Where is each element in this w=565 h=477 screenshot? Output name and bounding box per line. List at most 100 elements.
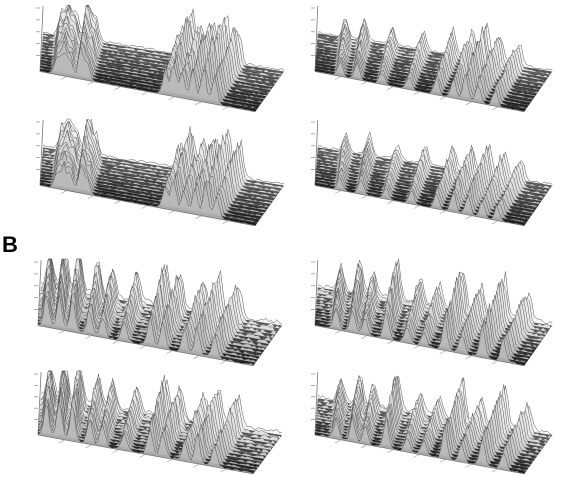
- axis-tick: [139, 345, 146, 349]
- axis-tick: [335, 76, 342, 80]
- axis-tick: [58, 439, 66, 444]
- surface-ridge-fill: [38, 273, 263, 354]
- surface-ridge-fill: [316, 158, 536, 211]
- surface-ridge-fill: [317, 139, 549, 192]
- axis-tick: [166, 458, 173, 463]
- surface-ridge-fill: [39, 371, 272, 450]
- surface-ridge-line: [37, 294, 254, 366]
- axis-tick: [492, 220, 499, 224]
- surface-ridge-fill: [38, 399, 254, 474]
- surface-ridge-fill: [38, 275, 261, 357]
- axis-tick: [139, 454, 146, 458]
- axis-tick: [361, 335, 368, 339]
- axis-tick: [413, 454, 420, 458]
- axis-tick: [195, 101, 202, 105]
- surface-ridge-line: [314, 60, 525, 112]
- axis-tick: [60, 190, 68, 194]
- axis-tick: [492, 360, 499, 364]
- axis-tick: [387, 200, 394, 204]
- axis-tick: [114, 86, 121, 90]
- axis-tick: [439, 458, 446, 463]
- axis-tick: [335, 439, 342, 444]
- surface-ridge-fill: [315, 416, 525, 474]
- vertical-axis-line: [39, 5, 44, 72]
- axis-tick: [361, 81, 368, 85]
- surface-ridge-fill: [38, 386, 263, 462]
- axis-tick: [141, 205, 148, 209]
- axis-tick: [87, 195, 94, 199]
- vertical-axis-line: [314, 119, 319, 186]
- axis-tick: [492, 106, 499, 110]
- surface-ridge-line: [37, 399, 254, 473]
- surface-ridge-line: [40, 151, 260, 220]
- surface-ridge-fill: [315, 161, 533, 214]
- surface-plot-b-top-left: [28, 256, 290, 368]
- axis-tick: [114, 200, 121, 204]
- surface-ridge-fill: [38, 294, 254, 366]
- axis-tick: [168, 210, 175, 214]
- axis-tick: [85, 335, 92, 339]
- surface-ridge-fill: [317, 132, 553, 186]
- time-axis-line: [314, 434, 525, 475]
- surface-ridge-line: [315, 167, 531, 217]
- axis-tick: [439, 96, 446, 100]
- surface-ridge-fill: [316, 144, 544, 198]
- surface-ridge-line: [314, 416, 525, 475]
- axis-tick: [166, 350, 173, 354]
- axis-tick: [335, 330, 342, 334]
- axis-tick: [439, 350, 446, 354]
- surface-ridge-fill: [40, 161, 256, 226]
- surface-ridge-line: [316, 157, 536, 211]
- surface-ridge-fill: [39, 381, 265, 459]
- axis-tick: [141, 91, 148, 95]
- axis-tick: [193, 463, 200, 468]
- axis-tick: [222, 220, 229, 224]
- surface-ridge-fill: [317, 136, 551, 189]
- vertical-axis-line: [314, 371, 319, 435]
- surface-plot-a-bottom-right: [305, 116, 560, 228]
- plot-canvas: [311, 5, 553, 113]
- axis-tick: [112, 340, 119, 344]
- axis-tick: [222, 106, 229, 110]
- axis-tick: [465, 101, 473, 105]
- surface-plot-b-top-right: [305, 256, 560, 368]
- surface-ridge-fill: [317, 141, 546, 195]
- surface-ridge-fill: [38, 401, 256, 471]
- axis-tick: [335, 190, 342, 194]
- surface-plot-b-bottom-left: [28, 368, 290, 476]
- surface-plot-b-bottom-right: [305, 368, 560, 476]
- panel-b-label: B: [2, 232, 18, 257]
- plot-canvas: [34, 370, 283, 475]
- surface-ridge-fill: [39, 371, 267, 456]
- plot-canvas: [34, 258, 283, 367]
- surface-ridge-fill: [315, 168, 529, 220]
- surface-ridge-fill: [38, 281, 258, 360]
- vertical-axis-line: [314, 5, 319, 72]
- axis-tick: [220, 360, 227, 364]
- vertical-axis-line: [314, 259, 319, 326]
- plot-canvas: [36, 118, 285, 227]
- axis-tick: [361, 444, 368, 448]
- time-axis-line: [37, 434, 254, 475]
- surface-ridge-fill: [38, 287, 256, 363]
- plot-canvas: [311, 258, 553, 367]
- axis-tick: [465, 463, 473, 468]
- surface-ridge-fill: [40, 46, 256, 112]
- axis-tick: [60, 76, 68, 80]
- axis-tick: [168, 96, 175, 100]
- axis-tick: [220, 468, 227, 473]
- surface-ridge-line: [314, 308, 525, 366]
- vertical-axis-line: [39, 119, 44, 186]
- surface-ridge-line: [316, 146, 542, 201]
- axis-tick: [387, 86, 394, 90]
- surface-ridge-line: [316, 153, 538, 208]
- axis-tick: [387, 340, 394, 344]
- surface-ridge-fill: [315, 305, 527, 363]
- surface-plot-a-top-right: [305, 2, 560, 114]
- surface-ridge-line: [315, 173, 527, 223]
- surface-ridge-fill: [316, 147, 542, 201]
- axis-tick: [413, 345, 420, 349]
- axis-tick: [361, 195, 368, 199]
- surface-ridge-fill: [315, 177, 525, 226]
- axis-tick: [85, 444, 92, 448]
